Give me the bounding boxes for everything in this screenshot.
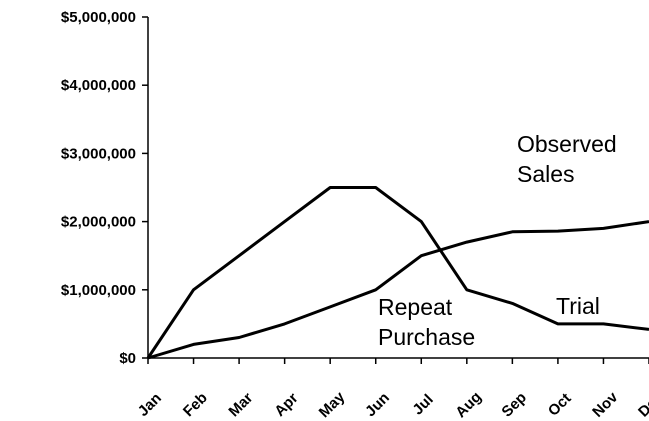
annotation-line: Repeat	[378, 294, 453, 320]
x-tick-label: Nov	[589, 388, 622, 421]
x-tick-label: Jul	[409, 391, 436, 418]
series-line-2	[147, 220, 649, 360]
annotation-1: Observed Sales	[517, 131, 617, 187]
y-tick-label: $3,000,000	[61, 145, 136, 162]
y-tick-label: $4,000,000	[61, 77, 136, 94]
annotation-line: Trial	[556, 293, 600, 319]
x-tick-label: Dec	[635, 389, 649, 420]
annotation-3: Trial	[556, 293, 600, 319]
x-tick-label: Jun	[362, 389, 393, 420]
series-group	[146, 186, 649, 360]
series-line-1	[146, 186, 649, 359]
y-tick-label: $0	[119, 350, 136, 367]
annotation-line: Observed	[517, 131, 617, 157]
x-tick-label: Jan	[135, 390, 165, 420]
y-tick-label: $5,000,000	[61, 9, 136, 26]
y-tick-label: $2,000,000	[61, 214, 136, 231]
x-tick-label: Aug	[452, 388, 485, 421]
y-axis-ticks: $0 $1,000,000 $2,000,000 $3,000,000 $4,000,0…	[61, 9, 148, 367]
annotation-line: Sales	[517, 161, 575, 187]
annotations: Observed Sales Repeat Purchase Trial	[378, 131, 617, 350]
y-tick-label: $1,000,000	[61, 282, 136, 299]
x-tick-label: May	[316, 388, 349, 421]
x-tick-label: Apr	[271, 390, 301, 420]
x-tick-label: Oct	[545, 390, 575, 420]
annotation-line: Purchase	[378, 324, 475, 350]
x-tick-label: Mar	[225, 389, 256, 420]
annotation-2: Repeat Purchase	[378, 294, 475, 350]
axes	[147, 17, 649, 359]
x-tick-label: Feb	[180, 389, 211, 420]
x-axis-ticks: Jan Feb Mar Apr May Jun Jul Aug Sep Oct Nov Dec	[135, 358, 649, 421]
x-tick-label: Sep	[498, 389, 529, 420]
